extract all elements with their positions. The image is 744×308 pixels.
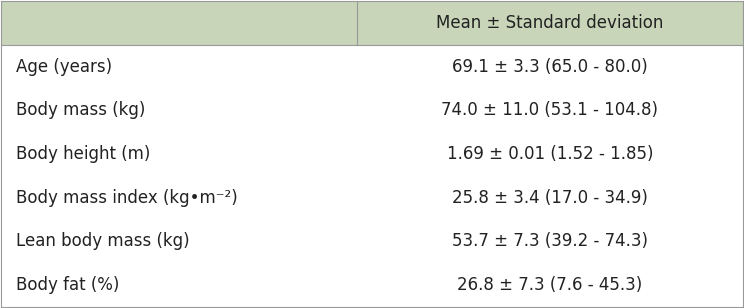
Text: Age (years): Age (years)	[16, 58, 112, 76]
Text: Lean body mass (kg): Lean body mass (kg)	[16, 232, 190, 250]
Text: 26.8 ± 7.3 (7.6 - 45.3): 26.8 ± 7.3 (7.6 - 45.3)	[458, 276, 643, 294]
FancyBboxPatch shape	[1, 2, 743, 45]
Text: Body height (m): Body height (m)	[16, 145, 150, 163]
Text: Body mass index (kg•m⁻²): Body mass index (kg•m⁻²)	[16, 188, 238, 207]
Text: 69.1 ± 3.3 (65.0 - 80.0): 69.1 ± 3.3 (65.0 - 80.0)	[452, 58, 648, 76]
Text: 53.7 ± 7.3 (39.2 - 74.3): 53.7 ± 7.3 (39.2 - 74.3)	[452, 232, 648, 250]
Text: 25.8 ± 3.4 (17.0 - 34.9): 25.8 ± 3.4 (17.0 - 34.9)	[452, 188, 648, 207]
Text: 1.69 ± 0.01 (1.52 - 1.85): 1.69 ± 0.01 (1.52 - 1.85)	[446, 145, 653, 163]
Text: Mean ± Standard deviation: Mean ± Standard deviation	[436, 14, 664, 32]
Text: Body mass (kg): Body mass (kg)	[16, 101, 146, 120]
Text: 74.0 ± 11.0 (53.1 - 104.8): 74.0 ± 11.0 (53.1 - 104.8)	[441, 101, 658, 120]
Text: Body fat (%): Body fat (%)	[16, 276, 120, 294]
